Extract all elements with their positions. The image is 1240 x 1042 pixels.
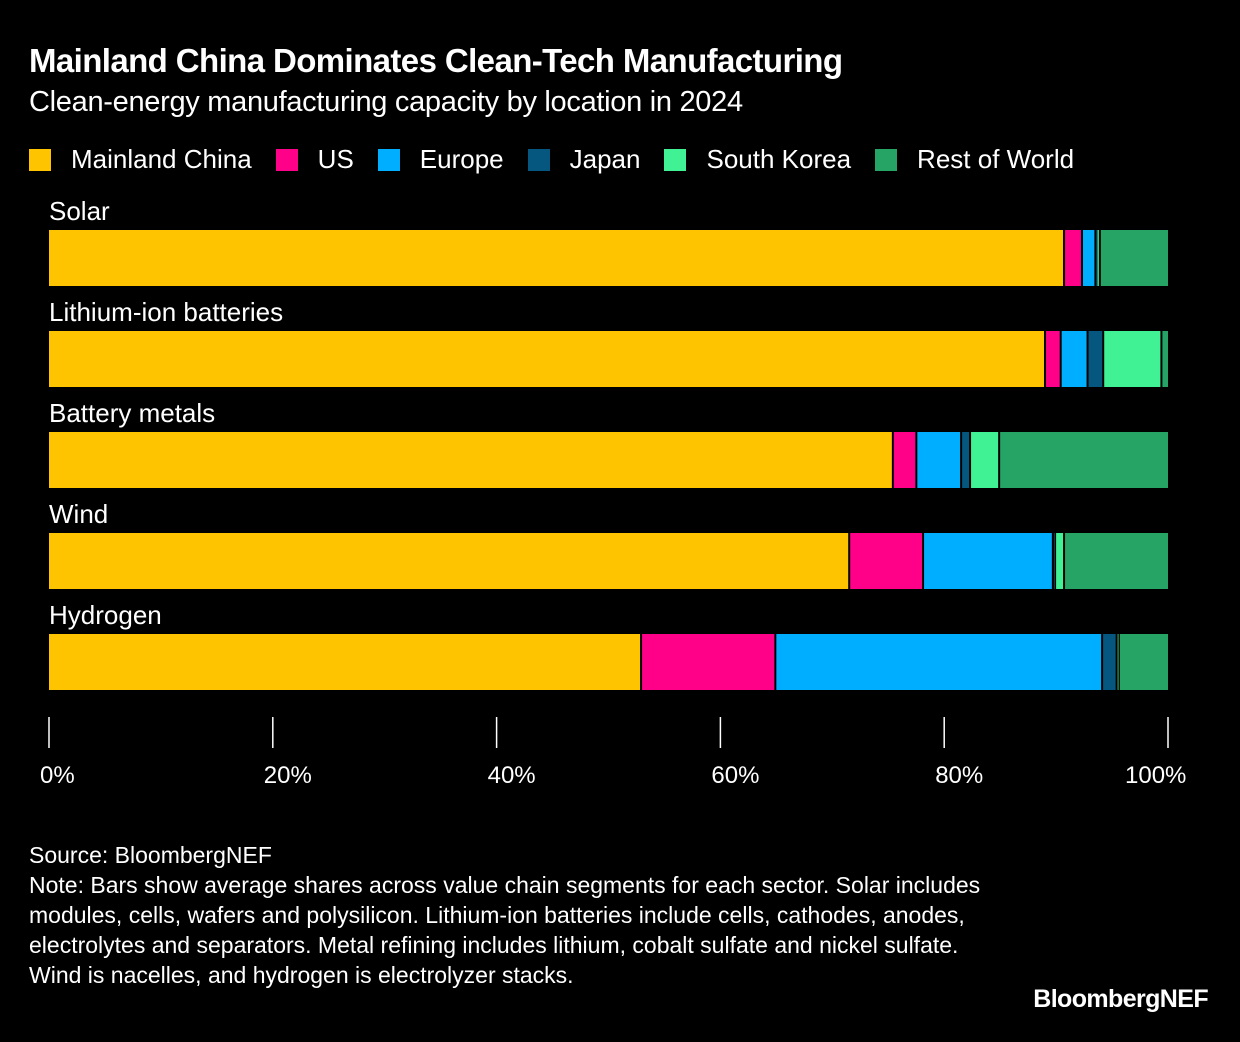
- legend-item-us: US: [275, 144, 354, 175]
- legend-label: Rest of World: [917, 144, 1075, 174]
- legend-item-japan: Japan: [527, 144, 641, 175]
- x-tick-label: 20%: [264, 762, 312, 789]
- bar-segment-rest-of-world: [1119, 634, 1168, 690]
- legend-swatch: [875, 148, 898, 171]
- bar-segment-mainland-china: [49, 533, 849, 589]
- bar-segment-mainland-china: [49, 230, 1064, 286]
- category-label: Lithium-ion batteries: [49, 297, 283, 327]
- category-label: Solar: [49, 196, 110, 226]
- bar-segment-south-korea: [1097, 230, 1099, 286]
- bar-segment-us: [1046, 331, 1060, 387]
- chart-subtitle: Clean-energy manufacturing capacity by l…: [29, 86, 743, 118]
- bar-segment-south-korea: [971, 432, 999, 488]
- bar-segment-europe: [1061, 331, 1087, 387]
- bar-segment-europe: [1082, 230, 1095, 286]
- legend-item-south-korea: South Korea: [664, 144, 851, 175]
- category-label: Wind: [49, 499, 108, 529]
- legend-swatch: [527, 148, 550, 171]
- bar-segment-south-korea: [1117, 634, 1119, 690]
- bar-segment-japan: [1096, 230, 1098, 286]
- legend-item-rest-of-world: Rest of World: [875, 144, 1074, 175]
- legend-swatch: [29, 148, 51, 171]
- chart-title: Mainland China Dominates Clean-Tech Manu…: [29, 42, 843, 79]
- brand-logo: BloombergNEF: [1033, 985, 1208, 1013]
- bar-segment-rest-of-world: [1065, 533, 1168, 589]
- x-tick-label: 40%: [488, 762, 536, 789]
- source-text: Source: BloombergNEF: [29, 842, 272, 868]
- legend-item-mainland-china: Mainland China: [29, 144, 252, 175]
- bar-segment-mainland-china: [49, 331, 1045, 387]
- legend-item-europe: Europe: [377, 144, 504, 175]
- legend-swatch: [377, 148, 400, 171]
- bar-segment-rest-of-world: [1162, 331, 1168, 387]
- legend: Mainland China US Europe Japan South Kor…: [29, 144, 1098, 175]
- note-text: Note: Bars show average shares across va…: [29, 872, 981, 988]
- bar-segment-rest-of-world: [1100, 230, 1168, 286]
- bar-segment-japan: [962, 432, 970, 488]
- bar-segment-mainland-china: [49, 432, 892, 488]
- x-tick-label: 0%: [40, 762, 75, 789]
- bar-segment-japan: [1053, 533, 1055, 589]
- bar-segment-japan: [1088, 331, 1103, 387]
- category-label: Battery metals: [49, 398, 215, 428]
- bar-segment-us: [850, 533, 923, 589]
- legend-label: Mainland China: [71, 144, 252, 174]
- x-tick-label: 80%: [935, 762, 983, 789]
- bar-segment-europe: [924, 533, 1052, 589]
- legend-swatch: [275, 148, 298, 171]
- bar-segment-us: [893, 432, 916, 488]
- bar-segment-japan: [1103, 634, 1116, 690]
- legend-swatch: [664, 148, 687, 171]
- bar-segment-us: [1065, 230, 1081, 286]
- bar-segment-europe: [917, 432, 961, 488]
- bar-segment-mainland-china: [49, 634, 641, 690]
- category-label: Hydrogen: [49, 600, 162, 630]
- bar-segment-rest-of-world: [1000, 432, 1168, 488]
- bar-segment-us: [642, 634, 775, 690]
- legend-label: South Korea: [706, 144, 852, 174]
- footnote: Source: BloombergNEF Note: Bars show ave…: [29, 840, 1009, 990]
- chart-plot: Solar Lithium-ion batteries Battery metals…: [40, 196, 1186, 789]
- x-tick-label: 100%: [1125, 762, 1186, 789]
- bar-segment-europe: [776, 634, 1102, 690]
- bar-segment-south-korea: [1104, 331, 1161, 387]
- legend-label: Japan: [569, 144, 641, 174]
- legend-label: Europe: [419, 144, 504, 174]
- bar-segment-south-korea: [1056, 533, 1064, 589]
- x-tick-label: 60%: [711, 762, 759, 789]
- legend-label: US: [317, 144, 354, 174]
